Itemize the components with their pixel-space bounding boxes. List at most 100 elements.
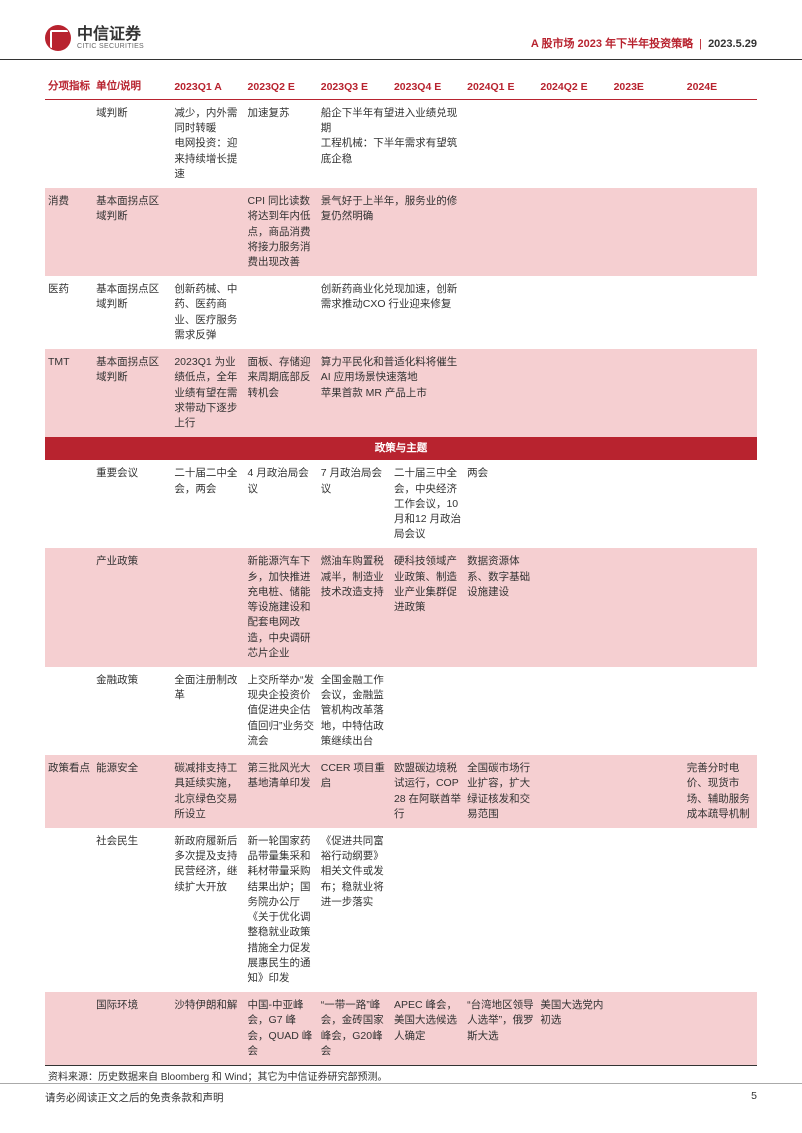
logo-text: 中信证券 CITIC SECURITIES <box>77 27 144 50</box>
cell: 二十届二中全会，两会 <box>171 460 244 548</box>
table-row: 医药基本面拐点区域判断创新药械、中药、医药商业、医疗服务需求反弹创新药商业化兑现… <box>45 276 757 349</box>
cell: 全面注册制改革 <box>171 667 244 755</box>
cell: 数据资源体系、数字基础设施建设 <box>464 548 537 667</box>
cell: “台湾地区领导人选举”，俄罗斯大选 <box>464 992 537 1065</box>
cell: CPI 同比读数将达到年内低点，商品消费将接力服务消费出现改善 <box>245 188 318 276</box>
logo-block: 中信证券 CITIC SECURITIES <box>45 25 144 51</box>
table-row: 政策看点能源安全碳减排支持工具延续实施，北京绿色交易所设立第三批风光大基地清单印… <box>45 755 757 828</box>
table-row: TMT基本面拐点区域判断2023Q1 为业绩低点，全年业绩有望在需求带动下逐步上… <box>45 349 757 437</box>
cell: 减少，内外需同时转暖 电网投资：迎来持续增长提速 <box>171 100 244 189</box>
cell: 基本面拐点区域判断 <box>93 276 171 349</box>
table-header: 分项指标单位/说明2023Q1 A2023Q2 E2023Q3 E2023Q4 … <box>45 72 757 100</box>
table-row: 国际环境沙特伊朗和解中国-中亚峰会，G7 峰会，QUAD 峰会“一带一路”峰会，… <box>45 992 757 1065</box>
cell <box>537 548 610 667</box>
col-header-7: 2024Q2 E <box>537 72 610 100</box>
cell: 全国金融工作会议，金融监管机构改革落地，中特估政策继续出台 <box>318 667 391 755</box>
col-header-6: 2024Q1 E <box>464 72 537 100</box>
cell: 面板、存储迎来周期底部反转机会 <box>245 349 318 437</box>
cell: 国际环境 <box>93 992 171 1065</box>
table-row: 域判断减少，内外需同时转暖 电网投资：迎来持续增长提速加速复苏船企下半年有望进入… <box>45 100 757 189</box>
separator: | <box>699 38 702 50</box>
cell <box>684 667 757 755</box>
logo-cn: 中信证券 <box>77 27 144 43</box>
cell: 欧盟碳边境税试运行，COP 28 在阿联酋举行 <box>391 755 464 828</box>
cell: 重要会议 <box>93 460 171 548</box>
cell <box>45 667 93 755</box>
cell <box>45 548 93 667</box>
cell: 产业政策 <box>93 548 171 667</box>
cell <box>684 188 757 276</box>
cell: 完善分时电价、现货市场、辅助服务成本疏导机制 <box>684 755 757 828</box>
cell <box>537 667 610 755</box>
footer-disclaimer: 请务必阅读正文之后的免责条款和声明 <box>45 1090 224 1105</box>
section-title: 政策与主题 <box>45 437 757 460</box>
cell: 医药 <box>45 276 93 349</box>
page-number: 5 <box>751 1090 757 1105</box>
cell: 碳减排支持工具延续实施，北京绿色交易所设立 <box>171 755 244 828</box>
col-header-0: 分项指标 <box>45 72 93 100</box>
cell <box>611 100 684 189</box>
cell: 2023Q1 为业绩低点，全年业绩有望在需求带动下逐步上行 <box>171 349 244 437</box>
table-row: 金融政策全面注册制改革上交所举办“发现央企投资价值促进央企估值回归”业务交流会全… <box>45 667 757 755</box>
cell <box>611 667 684 755</box>
cell <box>537 276 610 349</box>
cell: 沙特伊朗和解 <box>171 992 244 1065</box>
cell: 7 月政治局会议 <box>318 460 391 548</box>
cell <box>464 188 537 276</box>
cell <box>464 100 537 189</box>
cell: 新政府履新后多次提及支持民营经济，继续扩大开放 <box>171 828 244 992</box>
cell <box>537 349 610 437</box>
cell: 景气好于上半年，服务业的修复仍然明确 <box>318 188 464 276</box>
cell: CCER 项目重启 <box>318 755 391 828</box>
cell <box>611 276 684 349</box>
cell: 第三批风光大基地清单印发 <box>245 755 318 828</box>
cell <box>537 188 610 276</box>
cell: 创新药械、中药、医药商业、医疗服务需求反弹 <box>171 276 244 349</box>
cell <box>611 992 684 1065</box>
cell <box>537 828 610 992</box>
cell <box>171 188 244 276</box>
cell: 《促进共同富裕行动纲要》相关文件或发布；稳就业将进一步落实 <box>318 828 391 992</box>
strategy-table: 分项指标单位/说明2023Q1 A2023Q2 E2023Q3 E2023Q4 … <box>45 72 757 1092</box>
cell: 加速复苏 <box>245 100 318 189</box>
logo-en: CITIC SECURITIES <box>77 43 144 50</box>
col-header-4: 2023Q3 E <box>318 72 391 100</box>
cell: 基本面拐点区域判断 <box>93 349 171 437</box>
section-band: 政策与主题 <box>45 437 757 460</box>
cell <box>245 276 318 349</box>
cell <box>611 349 684 437</box>
cell: 4 月政治局会议 <box>245 460 318 548</box>
cell: 船企下半年有望进入业绩兑现期 工程机械：下半年需求有望筑底企稳 <box>318 100 464 189</box>
cell: 二十届三中全会，中央经济工作会议，10 月和12 月政治局会议 <box>391 460 464 548</box>
report-title: A 股市场 2023 年下半年投资策略 <box>531 38 693 50</box>
col-header-2: 2023Q1 A <box>171 72 244 100</box>
cell <box>611 755 684 828</box>
col-header-8: 2023E <box>611 72 684 100</box>
cell <box>684 349 757 437</box>
cell <box>171 548 244 667</box>
cell: 新能源汽车下乡，加快推进充电桩、储能等设施建设和配套电网改造，中央调研芯片企业 <box>245 548 318 667</box>
col-header-5: 2023Q4 E <box>391 72 464 100</box>
cell: 上交所举办“发现央企投资价值促进央企估值回归”业务交流会 <box>245 667 318 755</box>
table-row: 产业政策 新能源汽车下乡，加快推进充电桩、储能等设施建设和配套电网改造，中央调研芯… <box>45 548 757 667</box>
cell: 域判断 <box>93 100 171 189</box>
table-row: 消费基本面拐点区域判断CPI 同比读数将达到年内低点，商品消费将接力服务消费出现… <box>45 188 757 276</box>
cell: 燃油车购置税减半，制造业技术改造支持 <box>318 548 391 667</box>
cell <box>684 100 757 189</box>
cell <box>537 755 610 828</box>
col-header-9: 2024E <box>684 72 757 100</box>
cell: 硬科技领域产业政策、制造业产业集群促进政策 <box>391 548 464 667</box>
cell: 全国碳市场行业扩容，扩大绿证核发和交易范围 <box>464 755 537 828</box>
cell <box>611 548 684 667</box>
cell: 社会民生 <box>93 828 171 992</box>
cell <box>45 992 93 1065</box>
cell: 算力平民化和普适化料将催生 AI 应用场景快速落地 苹果首款 MR 产品上市 <box>318 349 464 437</box>
cell <box>464 349 537 437</box>
cell <box>684 276 757 349</box>
cell <box>684 992 757 1065</box>
cell <box>391 667 464 755</box>
cell <box>464 828 537 992</box>
cell <box>684 828 757 992</box>
cell <box>537 100 610 189</box>
cell <box>45 100 93 189</box>
